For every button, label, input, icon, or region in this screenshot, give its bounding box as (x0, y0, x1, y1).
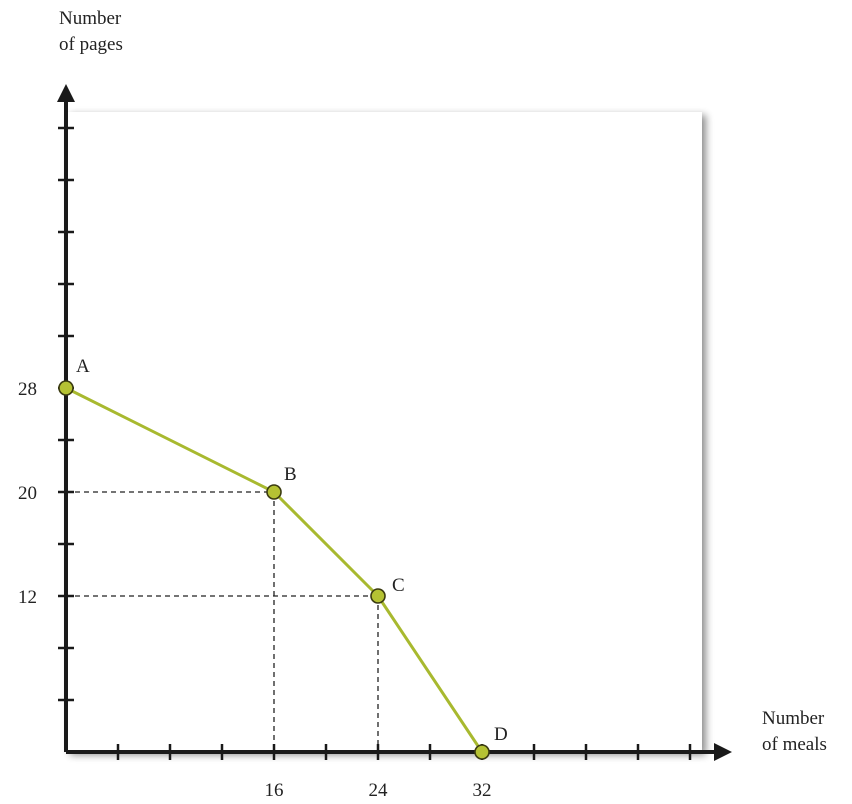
y-tick-label: 20 (18, 483, 37, 504)
y-axis-arrow (57, 84, 75, 102)
x-tick-label: 24 (369, 780, 389, 801)
point-b (266, 484, 282, 500)
y-tick-label: 12 (18, 587, 37, 608)
point-a (58, 380, 74, 396)
data-points: A B C D (58, 356, 508, 760)
ppf-curve (65, 386, 484, 753)
y-tick-label: 28 (18, 379, 37, 400)
x-axis-title: Number of meals (762, 708, 829, 755)
y-axis-title-line-2: of pages (59, 34, 123, 55)
x-axis-title-line-1: Number (762, 708, 825, 729)
y-axis-title: Number of pages (59, 8, 126, 55)
point-label-c: C (392, 575, 405, 596)
x-tick-label: 32 (473, 780, 492, 801)
x-axis-arrow (714, 743, 732, 761)
plot-panel (66, 112, 702, 752)
series-line (65, 386, 484, 753)
guide-lines (66, 491, 379, 752)
axes (57, 84, 732, 761)
point-d (474, 744, 490, 760)
point-c (370, 588, 386, 604)
point-label-b: B (284, 464, 297, 485)
y-axis-title-line-1: Number (59, 8, 122, 29)
x-axis-title-line-2: of meals (762, 734, 827, 755)
tick-labels: 28 20 12 16 24 32 (18, 379, 492, 801)
point-label-d: D (494, 724, 508, 745)
x-tick-label: 16 (265, 780, 284, 801)
point-label-a: A (76, 356, 90, 377)
